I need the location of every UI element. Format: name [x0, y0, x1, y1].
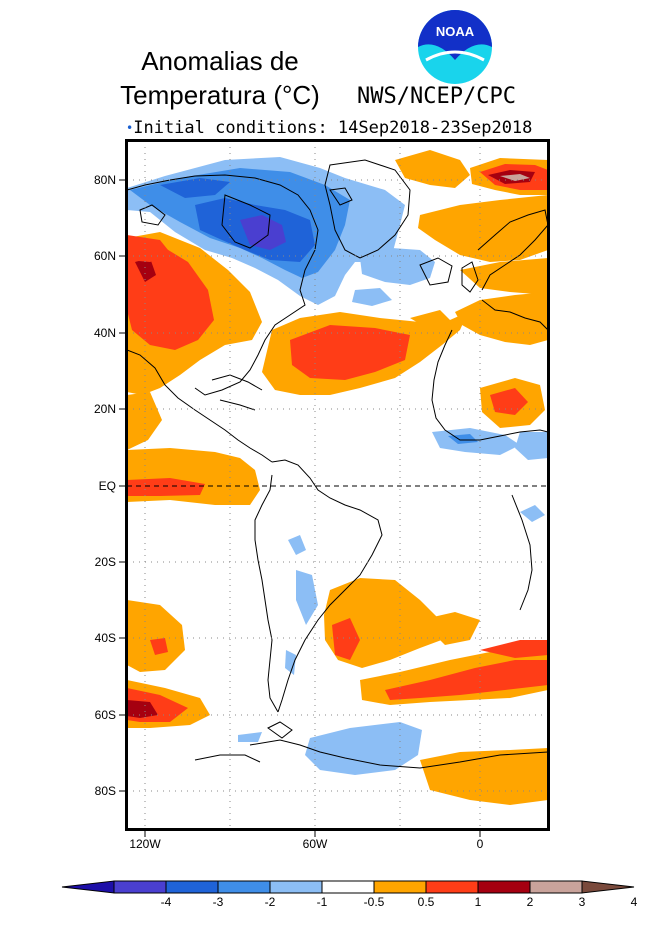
lat-label-60n: 60N — [94, 249, 116, 263]
lon-axis: 120W 60W 0 — [129, 830, 484, 851]
colorbar-arrow-high — [581, 880, 635, 894]
lat-axis: 80N 60N 40N 20N EQ 20S 40S 60S 80S — [94, 173, 126, 798]
colorbar-box — [217, 880, 271, 894]
lat-tick: 80S — [95, 784, 126, 798]
lon-tick: 0 — [477, 830, 484, 851]
cold-anomaly-canada — [127, 157, 405, 305]
initial-conditions: •Initial conditions: 14Sep2018-23Sep2018 — [126, 118, 533, 138]
colorbar-tick-label: 1 — [475, 895, 482, 909]
colorbar-tick-label: -4 — [161, 895, 172, 909]
lat-tick: 80N — [94, 173, 126, 187]
lat-label-40n: 40N — [94, 326, 116, 340]
lon-label-60w: 60W — [303, 837, 328, 851]
colorbar-tick-label: 0.5 — [418, 895, 435, 909]
colorbar-box — [529, 880, 583, 894]
cold-anomaly-antarctic — [238, 722, 422, 775]
colorbar-tick-label: -2 — [265, 895, 276, 909]
lat-tick: 40N — [94, 326, 126, 340]
colorbar-box — [477, 880, 531, 894]
initial-conditions-text: Initial conditions: 14Sep2018-23Sep2018 — [133, 118, 533, 138]
lat-label-80s: 80S — [95, 784, 116, 798]
lat-label-40s: 40S — [95, 631, 116, 645]
colorbar-legend: -4 -3 -2 -1 -0.5 0.5 1 2 3 4 — [61, 880, 638, 909]
lon-label-120w: 120W — [129, 837, 161, 851]
colorbar-tick-label: 2 — [527, 895, 534, 909]
map-frame — [125, 139, 550, 831]
coastlines — [127, 159, 548, 769]
warm-anomaly-south-atlantic — [324, 578, 548, 705]
colorbar-box — [269, 880, 323, 894]
lon-tick: 120W — [129, 830, 161, 851]
lat-tick: 40S — [95, 631, 126, 645]
noaa-logo-icon: NOAA — [418, 10, 492, 84]
warm-anomaly-east-atlantic — [480, 378, 545, 428]
cold-anomaly-greenland-sea — [352, 248, 435, 306]
lat-tick: 60N — [94, 249, 126, 263]
colorbar-tick-label: 4 — [631, 895, 638, 909]
lon-tick: 60W — [303, 830, 328, 851]
cold-anomaly-tropical-atlantic — [432, 428, 548, 522]
graticule — [127, 141, 548, 829]
colorbar-box — [113, 880, 167, 894]
lon-label-0: 0 — [477, 837, 484, 851]
lat-label-60s: 60S — [95, 708, 116, 722]
map-title: Anomalias de Temperatura (°C) — [100, 44, 340, 112]
lat-label-80n: 80N — [94, 173, 116, 187]
warm-anomaly-eastern-pacific — [127, 448, 260, 505]
warm-anomaly-south-pacific — [127, 600, 210, 728]
warm-anomaly-northeast-pacific — [127, 232, 262, 450]
warm-anomaly-arctic-europe — [127, 150, 548, 295]
colorbar-arrow-low — [61, 880, 115, 894]
lat-label-20s: 20S — [95, 555, 116, 569]
lat-label-eq: EQ — [99, 479, 116, 493]
colorbar-tick-label: -1 — [317, 895, 328, 909]
lat-tick: EQ — [99, 479, 126, 493]
lat-tick: 20N — [94, 402, 126, 416]
agency-label: NWS/NCEP/CPC — [357, 84, 516, 109]
lat-label-20n: 20N — [94, 402, 116, 416]
colorbar-box — [373, 880, 427, 894]
logo-text: NOAA — [436, 24, 475, 39]
lat-tick: 20S — [95, 555, 126, 569]
colorbar-tick-label: -3 — [213, 895, 224, 909]
cold-anomaly-south-america — [285, 535, 318, 675]
colorbar-box — [165, 880, 219, 894]
lat-tick: 60S — [95, 708, 126, 722]
colorbar-box — [321, 880, 375, 894]
title-line-2: Temperatura (°C) — [120, 80, 320, 110]
title-line-1: Anomalias de — [141, 46, 299, 76]
colorbar-box — [425, 880, 479, 894]
colorbar-tick-label: -0.5 — [364, 895, 385, 909]
anomaly-field — [127, 141, 548, 829]
colorbar-tick-label: 3 — [579, 895, 586, 909]
